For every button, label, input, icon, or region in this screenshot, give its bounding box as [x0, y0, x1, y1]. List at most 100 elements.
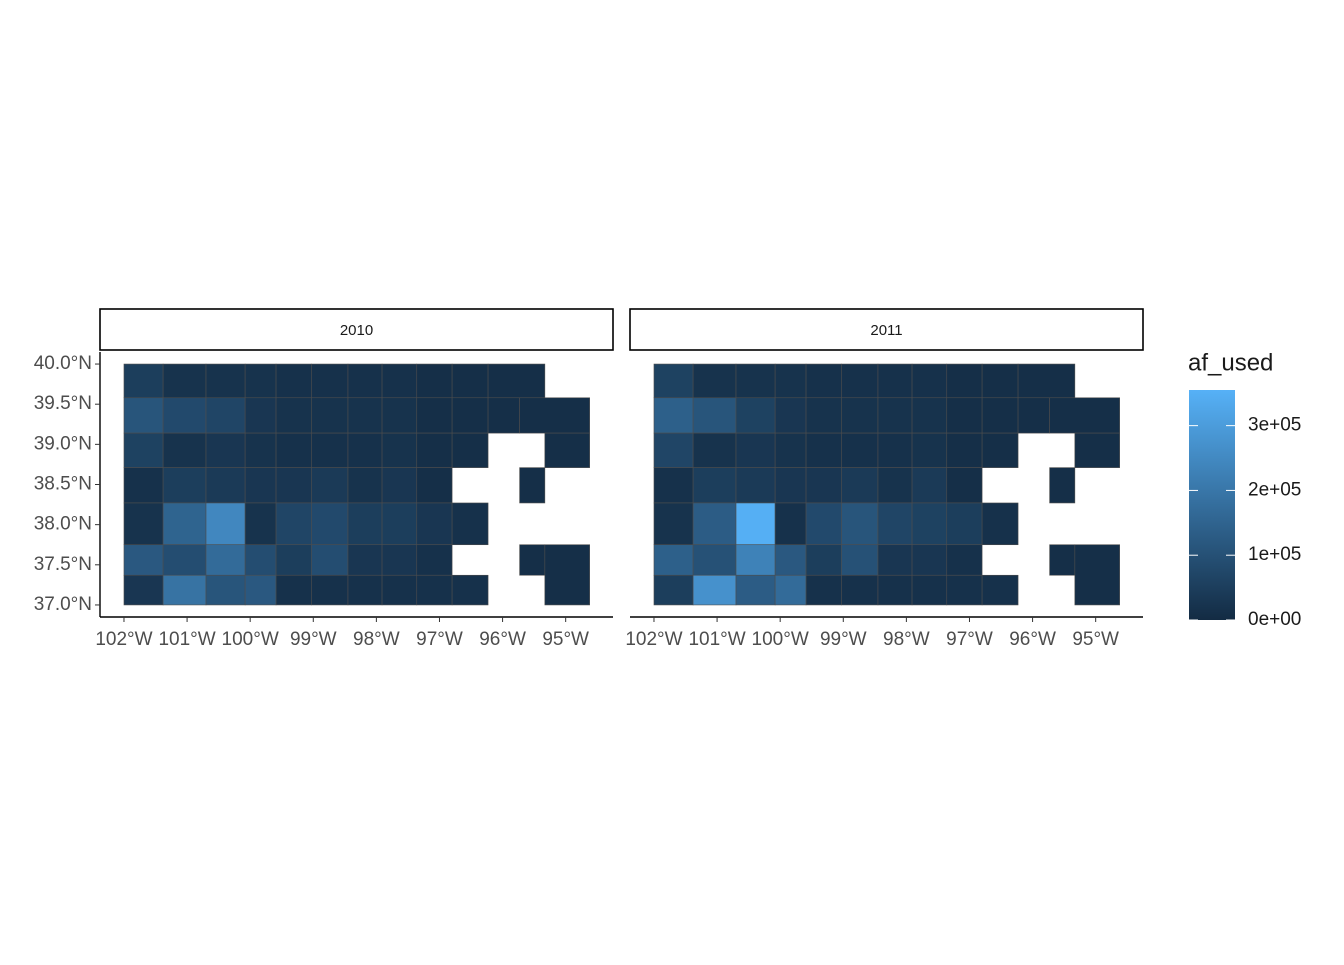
legend-colorbar	[1189, 390, 1235, 620]
county	[381, 502, 418, 546]
county	[451, 502, 489, 546]
x-tick-label: 97°W	[416, 629, 463, 650]
county	[519, 544, 546, 576]
county	[381, 574, 418, 606]
county	[1049, 397, 1120, 434]
y-tick-label: 38.0°N	[34, 514, 92, 535]
county	[123, 363, 164, 399]
y-tick-label: 38.5°N	[34, 474, 92, 495]
county	[805, 363, 842, 399]
county	[275, 574, 312, 606]
county	[1049, 467, 1076, 504]
county	[841, 467, 879, 504]
county	[877, 363, 913, 399]
county	[946, 467, 983, 504]
x-tick-label: 96°W	[1009, 629, 1056, 650]
strip-label: 2010	[340, 322, 373, 339]
county	[841, 574, 879, 606]
county	[205, 467, 246, 504]
county	[877, 544, 913, 576]
county	[841, 397, 879, 434]
county	[653, 397, 694, 434]
county	[877, 432, 913, 468]
county	[544, 544, 590, 606]
county	[162, 432, 207, 468]
county	[911, 544, 948, 576]
county	[123, 397, 164, 434]
county	[774, 432, 807, 468]
county	[416, 574, 453, 606]
county	[381, 363, 418, 399]
county	[123, 502, 164, 546]
county	[735, 397, 776, 434]
county	[205, 502, 246, 546]
county	[1074, 544, 1120, 606]
x-tick-label: 95°W	[542, 629, 589, 650]
county	[735, 467, 776, 504]
county	[311, 363, 349, 399]
county	[244, 467, 277, 504]
x-tick-label: 99°W	[820, 629, 867, 650]
county	[275, 467, 312, 504]
county	[877, 467, 913, 504]
county	[451, 432, 489, 468]
county	[1017, 397, 1050, 434]
county	[653, 574, 694, 606]
county	[244, 363, 277, 399]
county	[911, 432, 948, 468]
county	[347, 397, 383, 434]
county	[275, 363, 312, 399]
county	[416, 544, 453, 576]
county	[244, 544, 277, 576]
county	[381, 467, 418, 504]
county	[244, 574, 277, 606]
county	[162, 467, 207, 504]
y-tick-label: 40.0°N	[34, 353, 92, 374]
county	[519, 397, 590, 434]
county	[205, 363, 246, 399]
x-tick-label: 97°W	[946, 629, 993, 650]
county	[311, 574, 349, 606]
county	[692, 574, 737, 606]
county	[347, 544, 383, 576]
county	[347, 502, 383, 546]
county	[416, 397, 453, 434]
county	[275, 397, 312, 434]
county	[347, 432, 383, 468]
legend-title: af_used	[1188, 349, 1273, 376]
county	[841, 363, 879, 399]
strip-label: 2011	[870, 322, 902, 339]
x-tick-label: 102°W	[625, 629, 682, 650]
county	[692, 467, 737, 504]
county	[381, 432, 418, 468]
x-tick-label: 102°W	[95, 629, 152, 650]
county	[805, 432, 842, 468]
county	[735, 363, 776, 399]
county	[946, 544, 983, 576]
county	[205, 432, 246, 468]
county	[692, 397, 737, 434]
county	[487, 363, 546, 399]
county	[735, 502, 776, 546]
county	[311, 397, 349, 434]
county	[451, 363, 489, 399]
county	[205, 574, 246, 606]
county	[735, 432, 776, 468]
county	[946, 432, 983, 468]
x-tick-label: 99°W	[290, 629, 337, 650]
county	[981, 363, 1019, 399]
county	[347, 363, 383, 399]
county	[162, 544, 207, 576]
county	[123, 467, 164, 504]
county	[692, 502, 737, 546]
county	[653, 432, 694, 468]
county	[451, 574, 489, 606]
county	[911, 363, 948, 399]
county	[653, 502, 694, 546]
county	[123, 432, 164, 468]
county	[244, 432, 277, 468]
county	[877, 502, 913, 546]
county	[1017, 363, 1076, 399]
legend-label: 3e+05	[1248, 415, 1301, 436]
county	[275, 432, 312, 468]
